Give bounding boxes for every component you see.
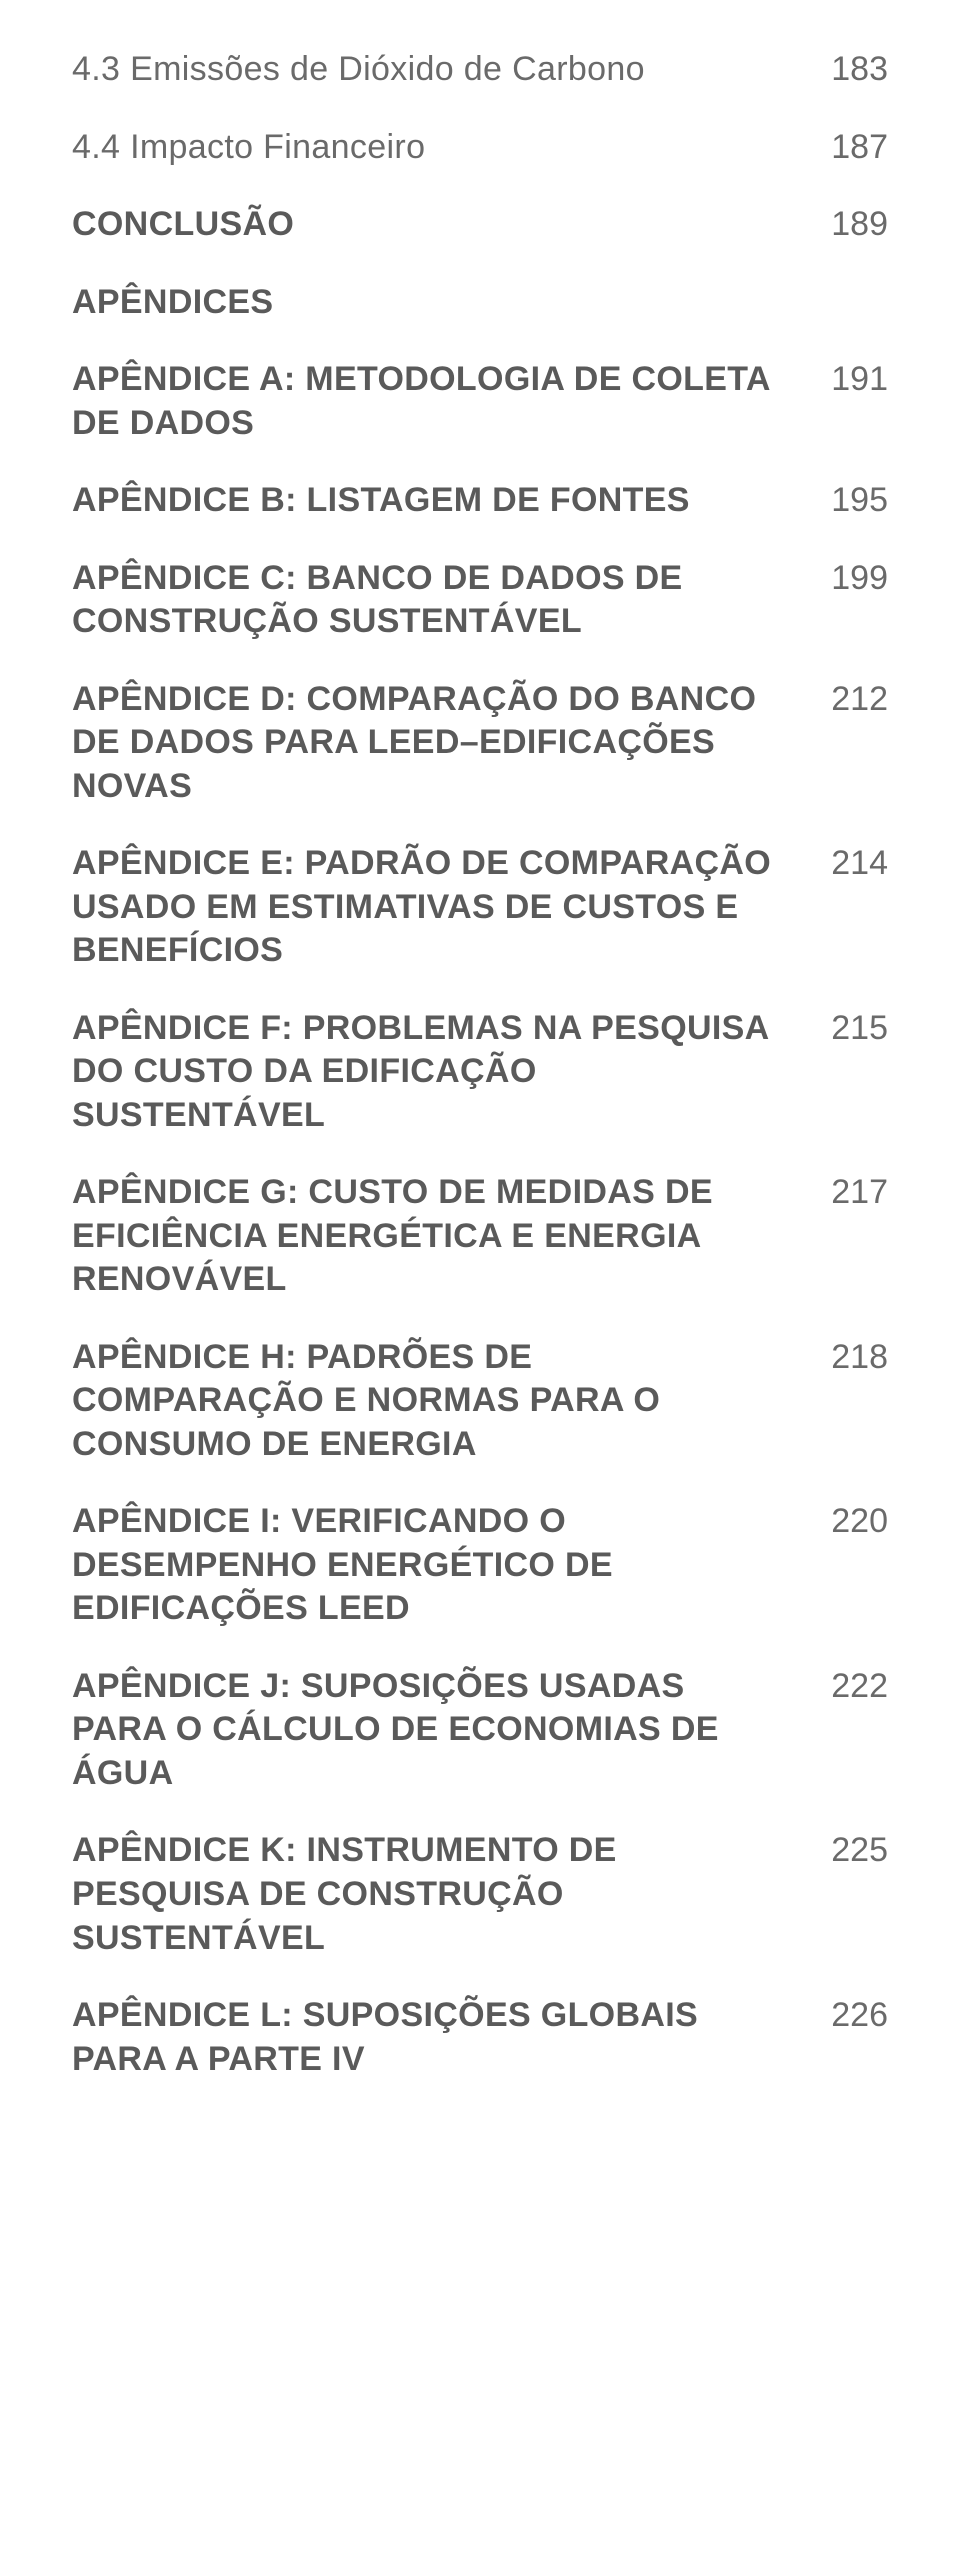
toc-label: APÊNDICE G: CUSTO DE MEDIDAS DE EFICIÊNC… [72,1171,772,1302]
toc-page-number: 199 [808,557,888,601]
toc-page: 4.3 Emissões de Dióxido de Carbono 183 4… [0,0,960,2175]
toc-label: APÊNDICE H: PADRÕES DE COMPARAÇÃO E NORM… [72,1336,772,1467]
toc-label: APÊNDICE L: SUPOSIÇÕES GLOBAIS PARA A PA… [72,1994,772,2081]
toc-label: APÊNDICE F: PROBLEMAS NA PESQUISA DO CUS… [72,1007,772,1138]
toc-label: APÊNDICE J: SUPOSIÇÕES USADAS PARA O CÁL… [72,1665,772,1796]
toc-page-number: 214 [808,842,888,886]
toc-page-number: 189 [808,203,888,247]
toc-row: APÊNDICE L: SUPOSIÇÕES GLOBAIS PARA A PA… [72,1994,888,2081]
toc-page-number: 212 [808,678,888,722]
toc-page-number: 220 [808,1500,888,1544]
toc-row: APÊNDICES [72,281,888,325]
toc-label: APÊNDICE D: COMPARAÇÃO DO BANCO DE DADOS… [72,678,772,809]
toc-label: APÊNDICE I: VERIFICANDO O DESEMPENHO ENE… [72,1500,772,1631]
toc-row: APÊNDICE E: PADRÃO DE COMPARAÇÃO USADO E… [72,842,888,973]
toc-row: APÊNDICE B: LISTAGEM DE FONTES 195 [72,479,888,523]
toc-label: APÊNDICES [72,281,772,325]
toc-row: APÊNDICE K: INSTRUMENTO DE PESQUISA DE C… [72,1829,888,1960]
toc-page-number: 195 [808,479,888,523]
toc-row: APÊNDICE G: CUSTO DE MEDIDAS DE EFICIÊNC… [72,1171,888,1302]
toc-row: APÊNDICE F: PROBLEMAS NA PESQUISA DO CUS… [72,1007,888,1138]
toc-label: APÊNDICE A: METODOLOGIA DE COLETA DE DAD… [72,358,772,445]
toc-row: APÊNDICE A: METODOLOGIA DE COLETA DE DAD… [72,358,888,445]
toc-label: APÊNDICE C: BANCO DE DADOS DE CONSTRUÇÃO… [72,557,772,644]
toc-label: APÊNDICE B: LISTAGEM DE FONTES [72,479,772,523]
toc-row: APÊNDICE C: BANCO DE DADOS DE CONSTRUÇÃO… [72,557,888,644]
toc-label: CONCLUSÃO [72,203,772,247]
toc-page-number: 225 [808,1829,888,1873]
toc-row: APÊNDICE I: VERIFICANDO O DESEMPENHO ENE… [72,1500,888,1631]
toc-page-number: 191 [808,358,888,402]
toc-page-number: 217 [808,1171,888,1215]
toc-row: CONCLUSÃO 189 [72,203,888,247]
toc-page-number: 215 [808,1007,888,1051]
toc-label: APÊNDICE K: INSTRUMENTO DE PESQUISA DE C… [72,1829,772,1960]
toc-label: 4.3 Emissões de Dióxido de Carbono [72,48,772,92]
toc-page-number: 187 [808,126,888,170]
toc-row: 4.3 Emissões de Dióxido de Carbono 183 [72,48,888,92]
toc-page-number: 183 [808,48,888,92]
toc-row: 4.4 Impacto Financeiro 187 [72,126,888,170]
toc-row: APÊNDICE J: SUPOSIÇÕES USADAS PARA O CÁL… [72,1665,888,1796]
toc-label: APÊNDICE E: PADRÃO DE COMPARAÇÃO USADO E… [72,842,772,973]
toc-label: 4.4 Impacto Financeiro [72,126,772,170]
toc-row: APÊNDICE H: PADRÕES DE COMPARAÇÃO E NORM… [72,1336,888,1467]
toc-page-number: 218 [808,1336,888,1380]
toc-row: APÊNDICE D: COMPARAÇÃO DO BANCO DE DADOS… [72,678,888,809]
toc-page-number: 222 [808,1665,888,1709]
toc-page-number: 226 [808,1994,888,2038]
